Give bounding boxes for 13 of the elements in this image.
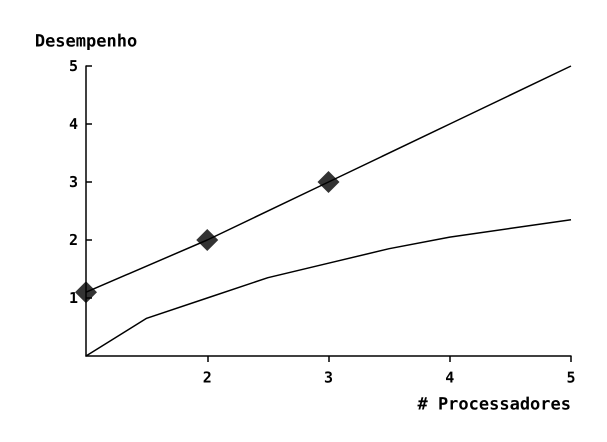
point bbox=[196, 229, 218, 251]
y-axis-title: Desempenho bbox=[34, 32, 138, 52]
x-tick-label: 4 bbox=[445, 368, 454, 386]
x-tick-label: 2 bbox=[202, 368, 212, 386]
x-tick-label: 5 bbox=[566, 368, 576, 386]
y-tick-label: 2 bbox=[68, 231, 78, 249]
x-tick-label: 3 bbox=[324, 368, 334, 386]
y-tick-label: 1 bbox=[68, 289, 78, 307]
point bbox=[318, 171, 340, 193]
y-tick-label: 3 bbox=[68, 173, 78, 191]
y-tick-label: 5 bbox=[68, 57, 78, 75]
y-tick-label: 4 bbox=[68, 115, 78, 133]
x-axis-title: # Processadores bbox=[417, 394, 571, 414]
